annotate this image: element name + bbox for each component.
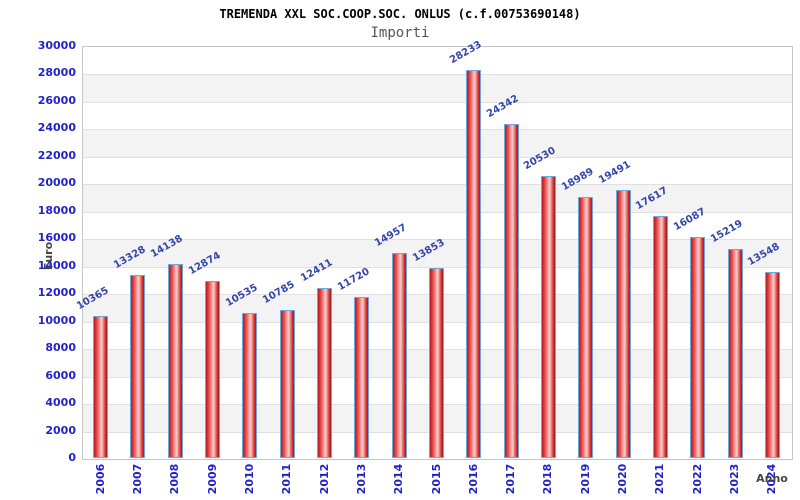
- y-tick-label: 20000: [37, 176, 76, 190]
- y-tick-label: 2000: [45, 423, 76, 437]
- grid-band: [83, 129, 792, 157]
- x-tick-label: 2020: [616, 463, 630, 495]
- grid-band: [83, 74, 792, 102]
- grid-band: [83, 47, 792, 75]
- x-tick-label: 2019: [578, 463, 592, 495]
- grid-band: [83, 404, 792, 432]
- chart-title: TREMENDA XXL SOC.COOP.SOC. ONLUS (c.f.00…: [219, 7, 581, 21]
- x-tick-label: 2022: [690, 463, 704, 495]
- x-tick-label: 2007: [130, 463, 144, 495]
- y-tick-label: 6000: [45, 368, 76, 382]
- y-tick-label: 18000: [37, 203, 76, 217]
- x-tick-label: 2012: [317, 463, 331, 495]
- y-tick-label: 4000: [45, 396, 76, 410]
- x-tick-label: 2010: [242, 463, 256, 495]
- x-tick-label: 2017: [504, 463, 518, 495]
- y-axis-title: Euro: [42, 241, 55, 271]
- gridline: [83, 211, 792, 213]
- x-tick-label: 2006: [93, 463, 107, 495]
- grid-band: [83, 266, 792, 295]
- gridline: [83, 376, 792, 378]
- gridline: [83, 321, 792, 323]
- x-tick-label: 2016: [466, 463, 480, 495]
- grid-band: [83, 211, 792, 240]
- x-axis-title: Anno: [756, 472, 788, 485]
- gridline: [83, 349, 792, 351]
- y-tick-label: 12000: [37, 286, 76, 300]
- grid-band: [83, 431, 792, 459]
- plot-area: [82, 46, 793, 460]
- gridline: [83, 129, 792, 131]
- grid-band: [83, 239, 792, 267]
- x-tick-label: 2018: [541, 463, 555, 495]
- gridline: [83, 101, 792, 103]
- gridline: [83, 431, 792, 433]
- x-tick-label: 2014: [392, 463, 406, 495]
- x-tick-label: 2021: [653, 463, 667, 495]
- y-tick-label: 26000: [37, 93, 76, 107]
- x-tick-label: 2013: [354, 463, 368, 495]
- grid-band: [83, 376, 792, 405]
- y-tick-label: 22000: [37, 148, 76, 162]
- y-tick-label: 30000: [37, 39, 76, 52]
- gridline: [83, 184, 792, 186]
- x-tick-label: 2008: [168, 463, 182, 495]
- gridline: [83, 239, 792, 241]
- gridline: [83, 156, 792, 158]
- x-tick-label: 2023: [728, 463, 742, 495]
- y-tick-label: 28000: [37, 66, 76, 80]
- y-tick-label: 24000: [37, 121, 76, 135]
- grid-band: [83, 156, 792, 185]
- y-tick-label: 10000: [37, 313, 76, 327]
- gridline: [83, 74, 792, 76]
- y-tick-label: 0: [68, 451, 76, 464]
- grid-band: [83, 321, 792, 350]
- y-tick-label: 8000: [45, 341, 76, 355]
- grid-band: [83, 294, 792, 322]
- grid-band: [83, 184, 792, 212]
- gridline: [83, 404, 792, 406]
- gridline: [83, 266, 792, 268]
- chart-subtitle: Importi: [370, 25, 430, 41]
- gridline: [83, 294, 792, 296]
- x-tick-label: 2015: [429, 463, 443, 495]
- x-tick-label: 2011: [280, 463, 294, 495]
- x-tick-label: 2009: [205, 463, 219, 495]
- grid-band: [83, 101, 792, 130]
- grid-band: [83, 349, 792, 377]
